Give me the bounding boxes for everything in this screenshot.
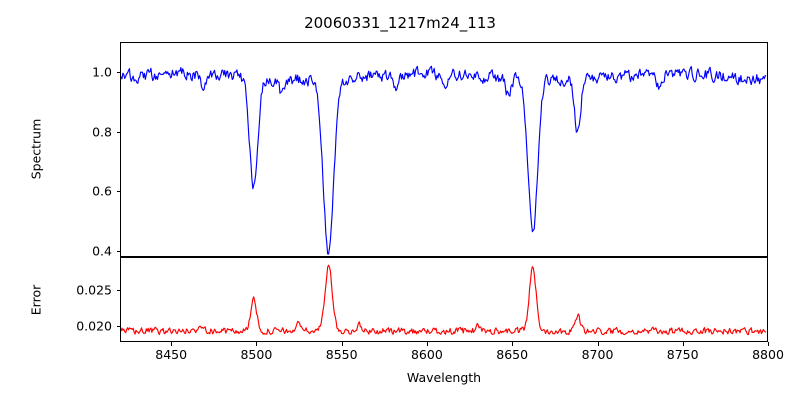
spectrum-y-tick-label: 1.0 [92,64,112,80]
page-title: 20060331_1217m24_113 [304,14,496,32]
error-series [121,258,767,341]
x-tick-mark [256,342,258,346]
x-tick-label: 8550 [325,347,358,362]
x-tick-label: 8450 [155,347,188,362]
spectrum-y-tick-label: 0.8 [92,124,112,140]
spectrum-y-tick-label: 0.4 [92,243,112,259]
spectrum-y-tick-label: 0.6 [92,183,112,199]
x-tick-label: 8800 [752,347,784,362]
error-y-tick-mark [116,326,120,327]
error-y-tick-label: 0.025 [76,282,112,298]
x-tick-label: 8700 [581,347,614,362]
x-tick-mark [512,342,514,346]
spectrum-y-tick-mark [116,71,120,73]
spectrum-plot-area [120,42,768,257]
x-tick-mark [341,342,343,346]
spectrum-y-axis-label: Spectrum [28,118,44,180]
error-y-tick-label: 0.020 [76,318,112,334]
spectrum-y-tick-mark [116,251,120,252]
spectrum-y-tick-mark [116,131,120,133]
x-tick-label: 8600 [410,347,443,362]
x-axis-label: Wavelength [406,370,482,385]
error-y-tick-mark [116,289,120,291]
error-plot-area [120,257,768,342]
x-tick-mark [682,342,684,346]
error-y-axis-label: Error [28,284,44,316]
spectrum-series [121,43,767,256]
spectrum-y-tick-mark [116,191,120,193]
x-tick-label: 8500 [240,347,273,362]
x-tick-mark [171,342,173,346]
x-tick-mark [768,342,769,346]
x-tick-mark [597,342,599,346]
x-tick-mark [426,342,428,346]
x-tick-label: 8650 [496,347,529,362]
x-tick-label: 8750 [666,347,699,362]
